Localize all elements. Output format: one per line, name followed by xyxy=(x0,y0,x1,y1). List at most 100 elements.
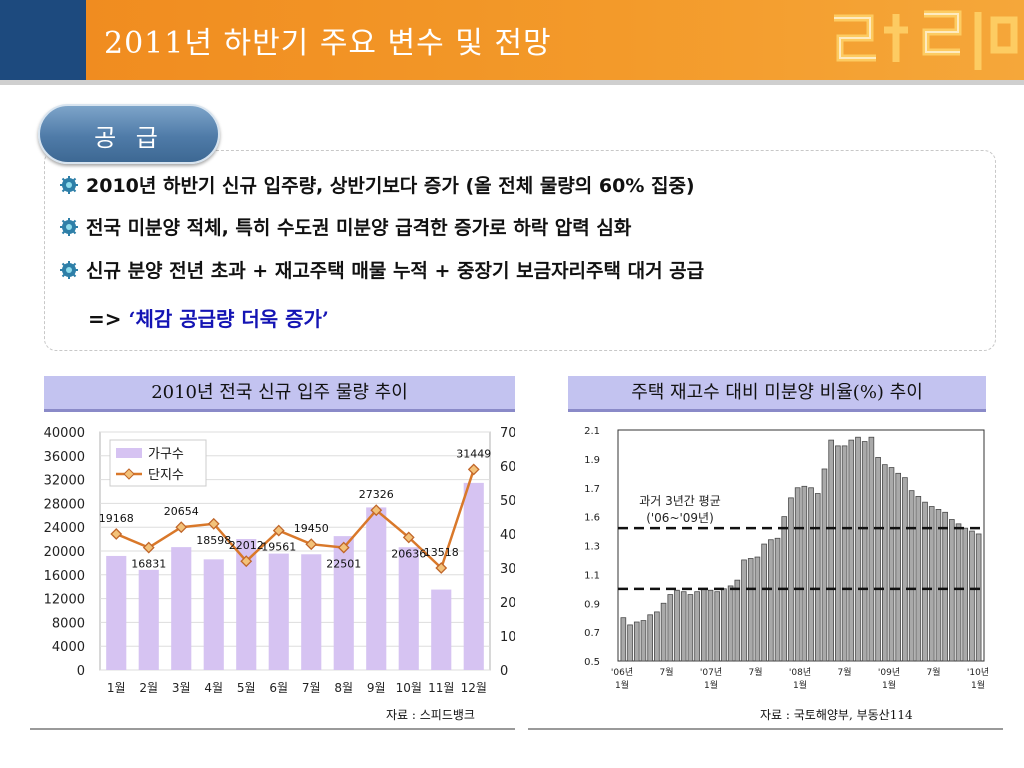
bar xyxy=(875,457,881,662)
bar xyxy=(727,585,734,662)
left-chart: 4000036000320002800024000200001600012000… xyxy=(44,426,515,695)
x-tick-label: 5월 xyxy=(237,681,256,695)
supply-bullet-3: 신규 분양 전년 초과 + 재고주택 매물 누적 + 중장기 보금자리주택 대거… xyxy=(60,256,704,283)
y-left-tick-label: 36000 xyxy=(44,450,85,465)
x-tick-label: '10년 xyxy=(967,667,988,678)
y-right-tick-label: 30 xyxy=(500,562,515,577)
line-point xyxy=(435,562,448,574)
x-tick-sublabel: 1월 xyxy=(615,679,629,691)
bar xyxy=(747,558,754,662)
bar xyxy=(868,436,875,662)
bar xyxy=(741,559,747,662)
bar xyxy=(935,509,942,662)
x-tick-label: 7월 xyxy=(837,666,851,678)
x-tick-label: 7월 xyxy=(302,681,321,695)
right-bottom-rule xyxy=(528,728,1003,730)
bar xyxy=(647,614,653,662)
annotation-line-2: ('06~'09년) xyxy=(646,511,714,525)
data-label: 20654 xyxy=(164,505,199,518)
x-tick-label: 2월 xyxy=(139,681,158,695)
y-left-tick-label: 8000 xyxy=(52,616,85,631)
y-right-tick-label: 70 xyxy=(500,426,515,441)
bar xyxy=(949,519,955,662)
bar xyxy=(301,554,322,670)
data-label: 22501 xyxy=(326,558,361,571)
bar xyxy=(398,547,419,670)
header-bar: 2011년 하반기 주요 변수 및 전망 xyxy=(0,0,1024,80)
data-label: 27326 xyxy=(359,488,394,501)
line-point xyxy=(240,555,253,568)
supply-bullet-text: 2010년 하반기 신규 입주량, 상반기보다 증가 (올 전체 물량의 60%… xyxy=(86,175,695,197)
bar xyxy=(955,523,962,662)
y-left-tick-label: 20000 xyxy=(44,545,85,560)
y-right-tick-label: 40 xyxy=(500,528,515,543)
line-point xyxy=(467,463,480,476)
legend-label-가구수: 가구수 xyxy=(148,447,184,462)
supply-conclusion: => ‘체감 공급량 더욱 증가’ xyxy=(88,303,329,332)
data-label: 13518 xyxy=(424,546,459,559)
y-left-tick-label: 28000 xyxy=(44,497,85,512)
bar xyxy=(821,468,828,662)
bar xyxy=(674,589,680,662)
bar xyxy=(366,507,387,670)
y-tick-label: 1.6 xyxy=(584,513,600,524)
bar xyxy=(734,579,741,662)
x-tick-sublabel: 1월 xyxy=(882,679,896,691)
bar xyxy=(627,624,633,662)
bar xyxy=(814,493,821,662)
x-tick-label: '06년 xyxy=(611,667,633,678)
conclusion-quote: ‘체감 공급량 더욱 증가’ xyxy=(128,307,329,331)
data-label: 31449 xyxy=(456,447,491,460)
bar xyxy=(333,536,354,670)
bar xyxy=(680,591,687,662)
line-point xyxy=(142,541,155,554)
bar xyxy=(654,611,660,662)
x-tick-label: 10월 xyxy=(396,681,422,695)
bar xyxy=(203,559,224,670)
annotation-line-1: 과거 3년간 평균 xyxy=(639,494,721,508)
supply-bullet-1: 2010년 하반기 신규 입주량, 상반기보다 증가 (올 전체 물량의 60%… xyxy=(60,171,695,198)
x-tick-label: 9월 xyxy=(367,681,386,695)
line-point xyxy=(402,531,415,544)
y-tick-label: 0.5 xyxy=(584,657,600,668)
y-left-tick-label: 32000 xyxy=(44,474,85,489)
bar xyxy=(969,530,975,662)
legend-label-단지수: 단지수 xyxy=(148,468,184,483)
x-tick-label: '07년 xyxy=(700,667,722,678)
bar xyxy=(171,547,192,670)
y-left-tick-label: 12000 xyxy=(44,593,85,608)
bar xyxy=(908,490,915,662)
bar xyxy=(431,589,452,670)
bar xyxy=(620,617,627,662)
bar xyxy=(761,543,767,662)
data-label: 19561 xyxy=(261,541,296,554)
bar xyxy=(660,602,667,662)
y-left-tick-label: 0 xyxy=(77,664,85,679)
bar xyxy=(774,537,781,662)
y-tick-label: 1.9 xyxy=(584,455,600,466)
x-tick-label: 12월 xyxy=(461,681,487,695)
left-bottom-rule xyxy=(30,728,515,730)
x-tick-label: 7월 xyxy=(748,666,762,678)
bar xyxy=(841,445,848,662)
line-point xyxy=(305,538,318,551)
data-label: 19450 xyxy=(294,522,329,535)
data-label: 16831 xyxy=(131,558,166,571)
bar xyxy=(754,556,761,662)
bar xyxy=(942,511,948,662)
x-tick-label: '08년 xyxy=(789,667,811,678)
bar xyxy=(801,485,808,662)
y-tick-label: 1.7 xyxy=(584,484,600,495)
header-navy-block xyxy=(0,0,86,80)
legend-swatch-bar xyxy=(116,448,142,458)
bar xyxy=(106,555,127,670)
bar xyxy=(962,527,969,662)
header-divider xyxy=(0,80,1024,85)
x-tick-label: 6월 xyxy=(269,681,288,695)
bar xyxy=(768,539,774,662)
x-tick-sublabel: 1월 xyxy=(704,679,718,691)
left-chart-title: 2010년 전국 신규 입주 물량 추이 xyxy=(44,376,515,412)
legend-box xyxy=(109,439,207,487)
x-tick-label: '09년 xyxy=(878,667,900,678)
